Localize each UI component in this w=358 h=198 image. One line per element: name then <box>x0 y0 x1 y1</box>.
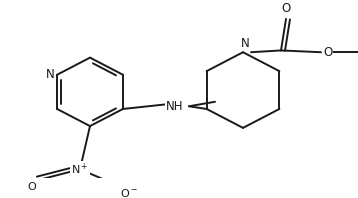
Text: N: N <box>241 37 250 50</box>
Text: O$^-$: O$^-$ <box>120 187 138 198</box>
Text: NH: NH <box>166 100 184 113</box>
Text: N$^+$: N$^+$ <box>71 162 89 177</box>
Text: O: O <box>323 46 332 59</box>
Text: N: N <box>46 68 55 81</box>
Text: O: O <box>281 2 291 15</box>
Text: O: O <box>27 182 36 192</box>
